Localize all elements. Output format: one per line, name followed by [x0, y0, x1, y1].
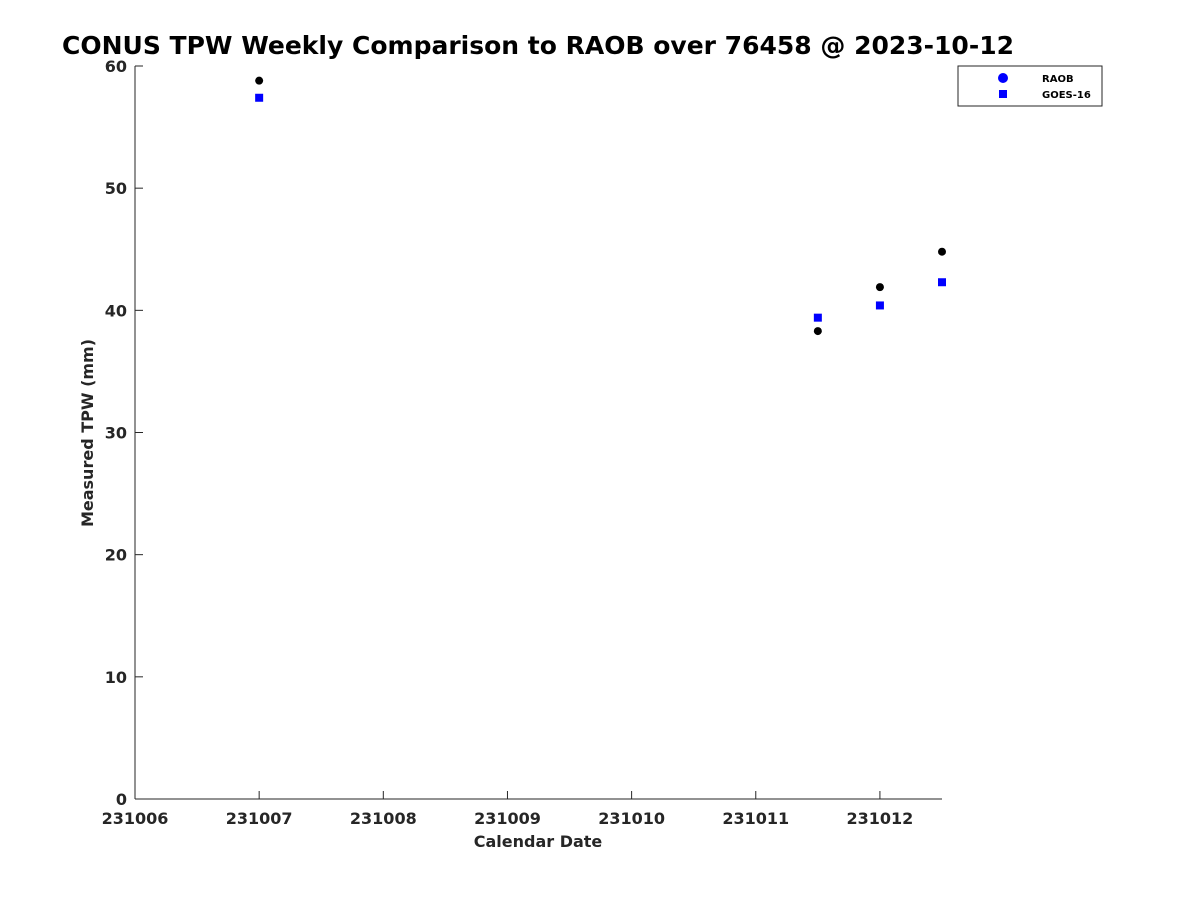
- legend-label-raob: RAOB: [1042, 74, 1074, 85]
- x-axis-label: Calendar Date: [474, 832, 603, 851]
- x-tick-label: 231008: [350, 809, 417, 828]
- raob-point: [938, 247, 946, 256]
- goes-16-point: [875, 301, 884, 310]
- y-tick-label: 60: [105, 57, 127, 76]
- x-ticks: 231006 231007 231008 231009 231010 231011 2310…: [102, 791, 914, 828]
- goes-16-point: [938, 278, 946, 287]
- y-tick-label: 50: [105, 179, 127, 198]
- raob-point: [255, 76, 264, 85]
- x-tick-label: 231009: [474, 809, 541, 828]
- y-ticks: 0 10 20 30 40 50 60: [105, 57, 143, 809]
- y-tick-label: 30: [105, 424, 127, 443]
- y-tick-label: 40: [105, 301, 127, 320]
- chart-title: CONUS TPW Weekly Comparison to RAOB over…: [62, 31, 1014, 60]
- x-tick-label: 231006: [102, 809, 169, 828]
- legend-box: [957, 65, 1103, 107]
- x-tick-label: 231011: [722, 809, 789, 828]
- raob-point: [813, 327, 822, 336]
- x-tick-label: 231007: [226, 809, 293, 828]
- data-points: [255, 76, 946, 336]
- x-tick-label: 231010: [598, 809, 665, 828]
- y-tick-label: 0: [116, 790, 127, 809]
- legend: RAOB GOES-16: [957, 65, 1103, 107]
- legend-marker-raob: [998, 73, 1008, 83]
- x-tick-label: 231012: [847, 809, 914, 828]
- legend-label-goes-16: GOES-16: [1042, 90, 1091, 101]
- goes-16-point: [813, 313, 822, 322]
- legend-marker-goes-16: [999, 90, 1007, 98]
- y-tick-label: 20: [105, 546, 127, 565]
- y-axis-label: Measured TPW (mm): [78, 339, 97, 527]
- goes-16-point: [255, 93, 264, 102]
- raob-point: [875, 283, 884, 292]
- y-tick-label: 10: [105, 668, 127, 687]
- axes: [134, 66, 942, 800]
